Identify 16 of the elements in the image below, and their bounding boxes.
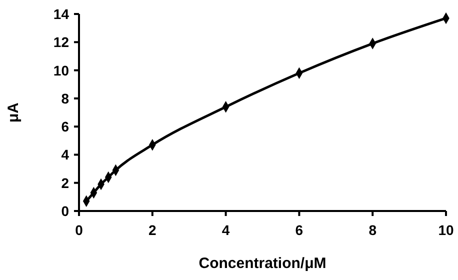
y-tick-label: 14 [53, 6, 70, 22]
y-tick-label: 2 [61, 174, 70, 191]
y-tick-label: 8 [61, 90, 70, 106]
y-tick-label: 0 [61, 203, 70, 219]
x-axis-title: Concentration/μM [198, 255, 326, 272]
x-tick-label: 10 [438, 222, 454, 238]
x-tick-label: 2 [148, 222, 156, 238]
y-axis-title: μA [5, 102, 22, 123]
x-tick-label: 8 [368, 222, 377, 238]
x-tick-label: 4 [222, 222, 230, 238]
y-tick-label: 10 [53, 62, 70, 78]
x-tick-label: 0 [75, 222, 84, 238]
y-tick-label: 6 [61, 118, 70, 135]
x-tick-label: 6 [295, 222, 304, 238]
y-tick-label: 4 [61, 146, 70, 163]
y-tick-label: 12 [53, 34, 70, 50]
